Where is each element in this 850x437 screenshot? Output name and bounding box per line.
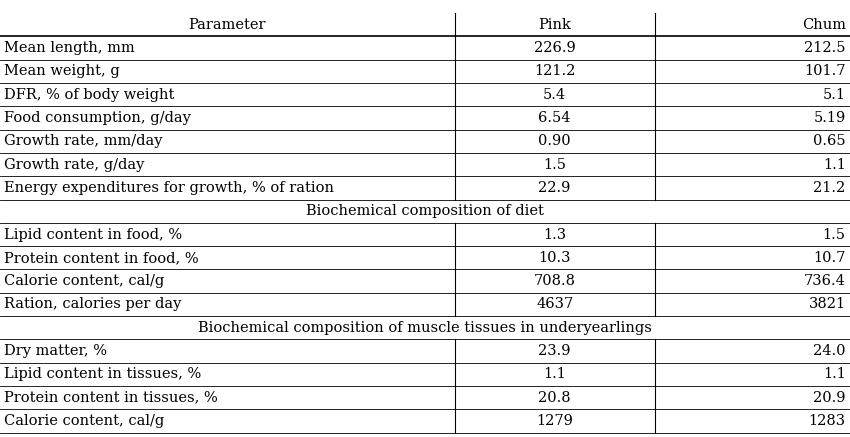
Text: Growth rate, g/day: Growth rate, g/day [4,158,144,172]
Text: Biochemical composition of diet: Biochemical composition of diet [306,204,544,218]
Text: 0.65: 0.65 [813,134,846,148]
Text: Mean weight, g: Mean weight, g [4,64,120,78]
Text: 1.1: 1.1 [823,368,846,382]
Text: Calorie content, cal/g: Calorie content, cal/g [4,274,165,288]
Text: 5.19: 5.19 [813,111,846,125]
Text: Chum: Chum [802,18,846,32]
Text: 736.4: 736.4 [804,274,846,288]
Text: 22.9: 22.9 [538,181,571,195]
Text: 1.5: 1.5 [543,158,566,172]
Text: 121.2: 121.2 [534,64,575,78]
Text: Food consumption, g/day: Food consumption, g/day [4,111,191,125]
Text: Protein content in tissues, %: Protein content in tissues, % [4,391,218,405]
Text: 24.0: 24.0 [813,344,846,358]
Text: 6.54: 6.54 [538,111,571,125]
Text: Calorie content, cal/g: Calorie content, cal/g [4,414,165,428]
Text: 5.1: 5.1 [823,88,846,102]
Text: 20.9: 20.9 [813,391,846,405]
Text: 23.9: 23.9 [538,344,571,358]
Text: 10.3: 10.3 [538,251,571,265]
Text: Parameter: Parameter [189,18,266,32]
Text: 1283: 1283 [808,414,846,428]
Text: 212.5: 212.5 [804,41,846,55]
Text: Ration, calories per day: Ration, calories per day [4,298,182,312]
Text: Lipid content in tissues, %: Lipid content in tissues, % [4,368,201,382]
Text: 3821: 3821 [808,298,846,312]
Text: 101.7: 101.7 [804,64,846,78]
Text: DFR, % of body weight: DFR, % of body weight [4,88,174,102]
Text: Biochemical composition of muscle tissues in underyearlings: Biochemical composition of muscle tissue… [198,321,652,335]
Text: 20.8: 20.8 [538,391,571,405]
Text: 21.2: 21.2 [813,181,846,195]
Text: 4637: 4637 [536,298,573,312]
Text: 0.90: 0.90 [538,134,571,148]
Text: 10.7: 10.7 [813,251,846,265]
Text: Lipid content in food, %: Lipid content in food, % [4,228,183,242]
Text: 1279: 1279 [536,414,573,428]
Text: 1.1: 1.1 [543,368,566,382]
Text: 1.3: 1.3 [543,228,566,242]
Text: 226.9: 226.9 [534,41,575,55]
Text: Protein content in food, %: Protein content in food, % [4,251,199,265]
Text: 708.8: 708.8 [534,274,575,288]
Text: 1.5: 1.5 [823,228,846,242]
Text: 1.1: 1.1 [823,158,846,172]
Text: Mean length, mm: Mean length, mm [4,41,135,55]
Text: Growth rate, mm/day: Growth rate, mm/day [4,134,162,148]
Text: 5.4: 5.4 [543,88,566,102]
Text: Pink: Pink [538,18,571,32]
Text: Dry matter, %: Dry matter, % [4,344,107,358]
Text: Energy expenditures for growth, % of ration: Energy expenditures for growth, % of rat… [4,181,334,195]
